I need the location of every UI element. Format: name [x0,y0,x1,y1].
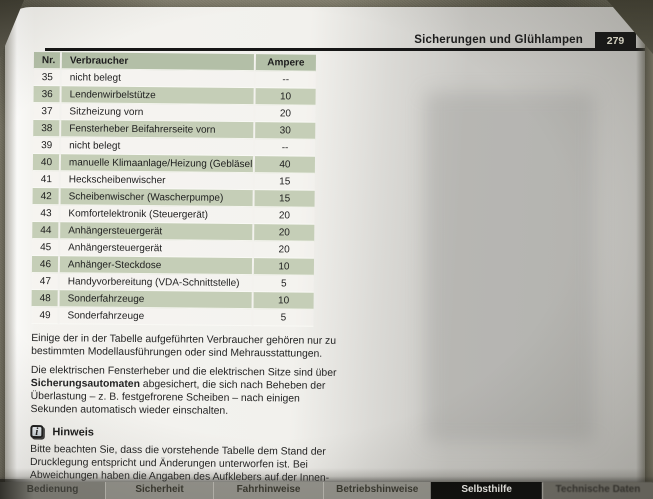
page-number-badge: 279 [595,32,636,51]
note-header: i Hinweis [30,423,370,443]
body-paragraph: Die elektrischen Fensterheber und die el… [31,364,371,419]
cell-nr: 42 [32,187,61,206]
cell-verbraucher: Scheibenwischer (Wascherpumpe) [60,188,255,208]
fuse-table-body: 35 nicht belegt -- 36 Lendenwirbelstütze 10 37… [31,68,316,327]
cell-ampere: 15 [254,173,315,191]
body-paragraphs: Einige der in der Tabelle aufgeführten V… [31,332,372,419]
cell-verbraucher: Anhängersteuergerät [60,239,255,259]
section-tab-bar: Bedienung Sicherheit Fahrhinweise Betriebsh… [0,482,653,499]
cell-nr: 46 [31,255,61,274]
body-paragraph: Einige der in der Tabelle aufgeführten V… [31,332,371,361]
cell-nr: 36 [33,85,62,104]
cell-nr: 49 [31,306,60,325]
cell-ampere: 10 [253,292,314,310]
page-title: Sicherungen und Glühlampen [414,34,583,46]
cell-verbraucher: Heckscheibenwischer [60,171,255,191]
cell-nr: 45 [32,238,61,257]
manual-page: Sicherungen und Glühlampen 279 Nr. Verbr… [5,7,645,499]
table-row: 49 Sonderfahrzeuge 5 [31,306,314,327]
cell-ampere: -- [255,71,316,89]
cell-ampere: 15 [254,190,315,208]
section-tab-betriebshinweise: Betriebshinweise [323,482,431,499]
cell-nr: 35 [33,68,62,87]
column-header-verbraucher: Verbraucher [61,52,256,72]
cell-nr: 43 [32,204,61,223]
cell-ampere: 30 [255,122,316,140]
section-tab-technische-daten: Technische Daten [541,482,653,499]
section-tab-sicherheit: Sicherheit [105,482,213,499]
cell-nr: 47 [31,272,60,291]
corner-shadow-bottom-left [0,479,34,499]
page-shadow-rectangle [425,92,595,442]
cell-nr: 48 [31,289,60,308]
page-curl-highlight [5,7,35,499]
cell-ampere: 5 [253,309,314,327]
cell-verbraucher: manuelle Klimaanlage/Heizung (Gebläselüf… [60,154,256,174]
fuse-table: Nr. Verbraucher Ampere 35 nicht belegt -- 3… [31,52,316,327]
cell-verbraucher: Sonderfahrzeuge [59,307,254,327]
paragraph-line: bestimmten Modellausführungen oder sind … [31,345,323,360]
header-rule [45,48,645,51]
cell-nr: 41 [32,170,61,189]
bottom-seam-shadow [0,468,653,483]
cell-verbraucher: Lendenwirbelstütze [61,86,256,106]
cell-ampere: 20 [254,224,315,242]
page-content: Nr. Verbraucher Ampere 35 nicht belegt -- 3… [30,52,374,499]
section-tab-fahrhinweise: Fahrhinweise [212,482,324,499]
cell-verbraucher: nicht belegt [61,137,256,157]
cell-verbraucher: Fensterheber Beifahrerseite vorn [61,120,256,140]
cell-ampere: 40 [254,156,316,174]
cell-nr: 44 [32,221,61,240]
cell-nr: 37 [33,102,62,121]
cell-verbraucher: Anhängersteuergerät [60,222,255,242]
cell-nr: 39 [33,136,62,155]
cell-verbraucher: Komfortelektronik (Steuergerät) [60,205,255,225]
cell-verbraucher: Sonderfahrzeuge [59,290,254,310]
section-tab-selbsthilfe: Selbsthilfe [430,482,542,499]
cell-nr: 38 [33,119,62,138]
cell-nr: 40 [32,153,62,172]
cell-ampere: 10 [255,88,316,106]
cell-ampere: 20 [255,105,316,123]
column-header-ampere: Ampere [255,54,316,72]
cell-verbraucher: nicht belegt [61,69,256,89]
paragraph-line: Sekunden automatisch wieder einschalten. [30,403,229,417]
cell-verbraucher: Anhänger-Steckdose [59,256,255,276]
cell-verbraucher: Handyvorbereitung (VDA-Schnittstelle) [59,273,254,293]
cell-ampere: 20 [254,241,315,259]
cell-ampere: -- [255,139,316,157]
cell-ampere: 5 [253,275,314,293]
note-title: Hinweis [52,425,94,439]
info-icon: i [30,424,44,439]
cell-verbraucher: Sitzheizung vorn [61,103,256,123]
cell-ampere: 10 [253,258,315,276]
column-header-nr: Nr. [33,52,62,70]
cell-ampere: 20 [254,207,315,225]
book-edge-strip [636,0,653,499]
